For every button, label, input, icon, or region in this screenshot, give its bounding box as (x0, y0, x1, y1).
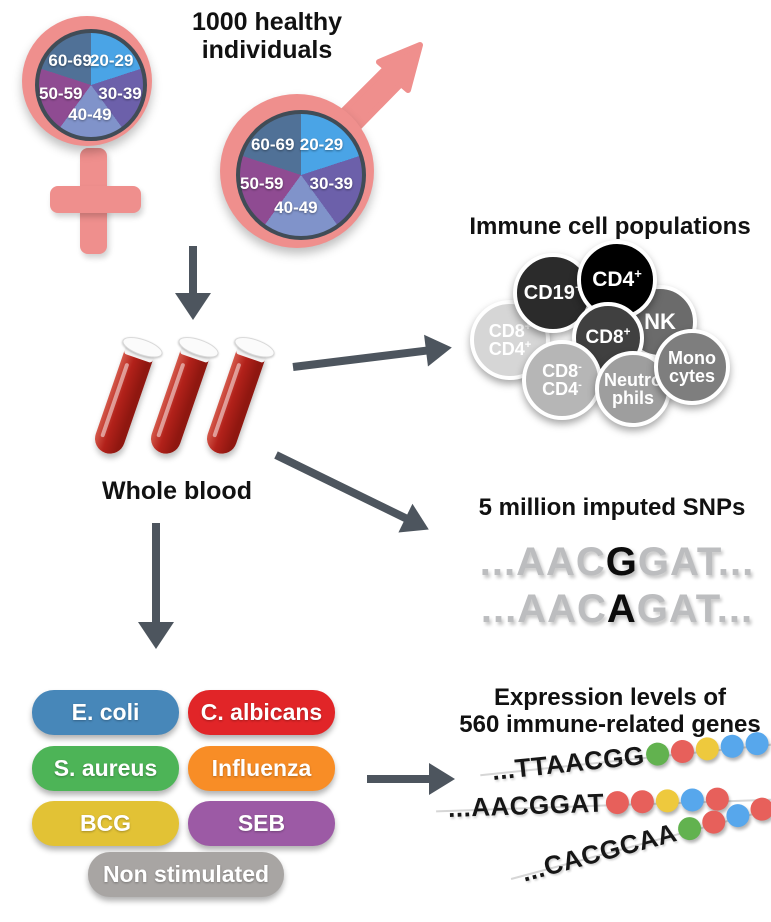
age-group-label: 50-59 (240, 173, 284, 193)
age-group-label: 30-39 (98, 83, 142, 103)
snp-variant-allele: A (606, 587, 637, 631)
expression-dot (719, 733, 746, 759)
gene-sequence: ...AACGGAT (447, 787, 605, 823)
cell-monocytes: Mono cytes (654, 329, 730, 405)
expression-dot (655, 788, 680, 813)
expression-dot (723, 801, 752, 830)
stimulus-influenza: Influenza (188, 746, 335, 791)
arrow-to-immune-cells (291, 331, 454, 383)
page-title: 1000 healthy individuals (191, 8, 343, 64)
snps-title: 5 million imputed SNPs (478, 494, 746, 521)
expression-dot (699, 808, 728, 837)
expression-dot (670, 738, 696, 765)
stimulus-bcg: BCG (32, 801, 179, 846)
stimulus-ecoli: E. coli (32, 690, 179, 735)
stimulus-saureus: S. aureus (32, 746, 179, 791)
cell-cd8neg-cd4neg: CD8- CD4- (522, 340, 602, 420)
expression-dot (744, 730, 770, 757)
gene-sequence: ...CACGCAA (517, 817, 680, 888)
arrow-to-expression (367, 763, 455, 795)
expression-dot (605, 790, 630, 815)
male-age-pie: 20-29 30-39 40-49 50-59 60-69 (236, 110, 366, 240)
age-group-label: 40-49 (68, 104, 112, 124)
stimulus-seb: SEB (188, 801, 335, 846)
expression-title: Expression levels of 560 immune-related … (459, 684, 761, 738)
arrow-down-to-stimuli (138, 523, 174, 649)
snp-variant-allele: G (605, 540, 638, 584)
snp-sequence-2: ...AACAGAT... (480, 587, 754, 631)
age-group-label: 30-39 (309, 173, 354, 193)
arrow-down-to-blood (175, 246, 211, 320)
expression-dot (747, 795, 771, 824)
stimulus-non-stimulated: Non stimulated (88, 852, 284, 897)
age-group-label: 20-29 (299, 134, 344, 154)
age-group-label: 40-49 (274, 198, 318, 218)
snp-sequence-1: ...AACGGAT... (479, 540, 755, 584)
whole-blood-label: Whole blood (102, 477, 252, 505)
age-group-label: 20-29 (89, 50, 134, 70)
gene-sequence: ...TTAACGG (490, 740, 646, 786)
male-symbol-arrow (334, 42, 423, 136)
age-group-label: 60-69 (250, 134, 295, 154)
expression-dot (675, 814, 704, 843)
stimulus-calbicans: C. albicans (188, 690, 335, 735)
age-group-label: 50-59 (39, 83, 83, 103)
expression-dot (645, 741, 671, 767)
age-group-label: 60-69 (48, 50, 92, 70)
female-symbol-crossbar (50, 186, 141, 213)
expression-dot (630, 789, 655, 814)
expression-dot (694, 736, 721, 762)
female-age-pie: 20-29 30-39 40-49 50-59 60-69 (35, 29, 147, 141)
arrow-to-snps (269, 441, 436, 544)
immune-cells-title: Immune cell populations (469, 213, 751, 240)
